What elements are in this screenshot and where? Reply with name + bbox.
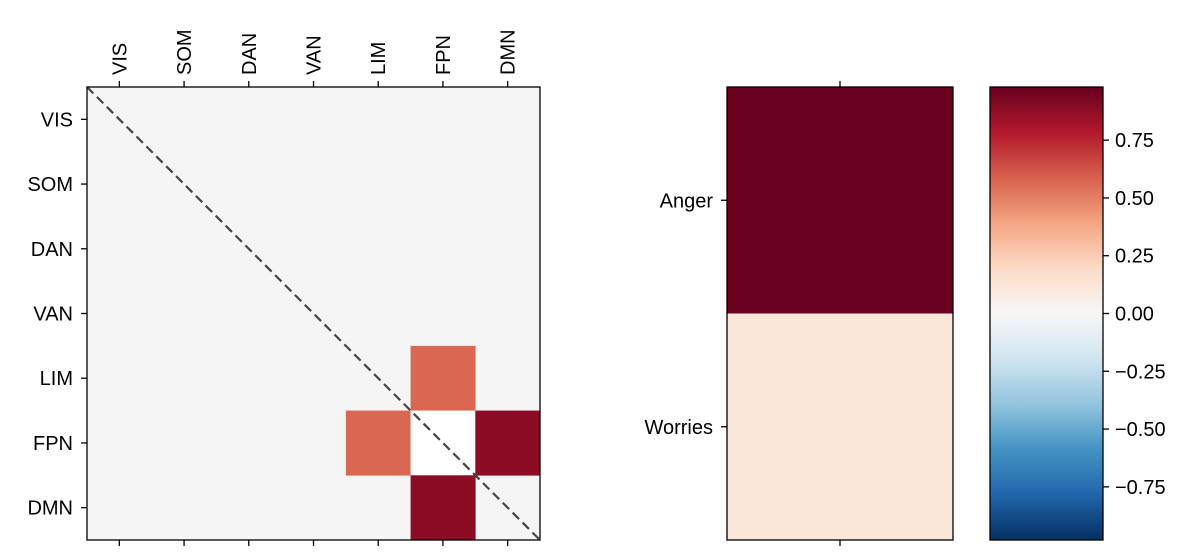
matrix-cell [475, 410, 541, 476]
behavior-cells [727, 87, 953, 541]
colorbar-ticks: 0.75 0.50 0.25 0.00 −0.25 −0.50 −0.75 [1103, 130, 1166, 499]
x-tick-label: LIM [368, 42, 390, 75]
behavior-tick-label: Worries [644, 417, 713, 439]
colorbar-tick-label: 0.25 [1115, 246, 1154, 268]
diagonal-dashed-line [86, 86, 541, 541]
x-tick-label: FPN [433, 35, 455, 75]
matrix-panel: VIS VIS SOM SOM DAN DAN VAN VAN LIM LIM FPN FPN DMN D… [27, 29, 541, 546]
behavior-ticks: Anger Worries [644, 81, 841, 546]
x-tick-label: DAN [239, 33, 261, 75]
matrix-ticks: VIS VIS SOM SOM DAN DAN VAN VAN LIM LIM FPN FPN DMN D… [27, 29, 520, 546]
behavior-panel: Anger Worries [644, 81, 954, 546]
matrix-cell [410, 475, 476, 541]
behavior-tick-label: Anger [660, 190, 714, 212]
colorbar-tick-label: 0.00 [1115, 304, 1154, 326]
y-tick-label: DMN [27, 498, 73, 520]
colorbar-gradient [990, 87, 1103, 540]
y-tick-label: DAN [31, 239, 73, 261]
matrix-cells [87, 87, 541, 541]
matrix-cell [410, 345, 476, 411]
x-tick-label: VAN [304, 35, 326, 75]
colorbar-tick-label: −0.25 [1115, 361, 1166, 383]
x-tick-label: VIS [109, 43, 131, 75]
x-tick-label: SOM [174, 29, 196, 75]
y-tick-label: SOM [27, 174, 73, 196]
colorbar: 0.75 0.50 0.25 0.00 −0.25 −0.50 −0.75 [989, 86, 1166, 541]
x-tick-label: DMN [498, 29, 520, 75]
matrix-cell [345, 410, 411, 476]
y-tick-label: FPN [33, 433, 73, 455]
behavior-cell [727, 87, 953, 314]
colorbar-tick-label: −0.50 [1115, 419, 1166, 441]
y-tick-label: VIS [41, 109, 73, 131]
colorbar-tick-label: −0.75 [1115, 477, 1166, 499]
behavior-cell [727, 313, 953, 541]
y-tick-label: LIM [40, 368, 73, 390]
y-tick-label: VAN [33, 304, 73, 326]
colorbar-tick-label: 0.50 [1115, 188, 1154, 210]
colorbar-tick-label: 0.75 [1115, 130, 1154, 152]
